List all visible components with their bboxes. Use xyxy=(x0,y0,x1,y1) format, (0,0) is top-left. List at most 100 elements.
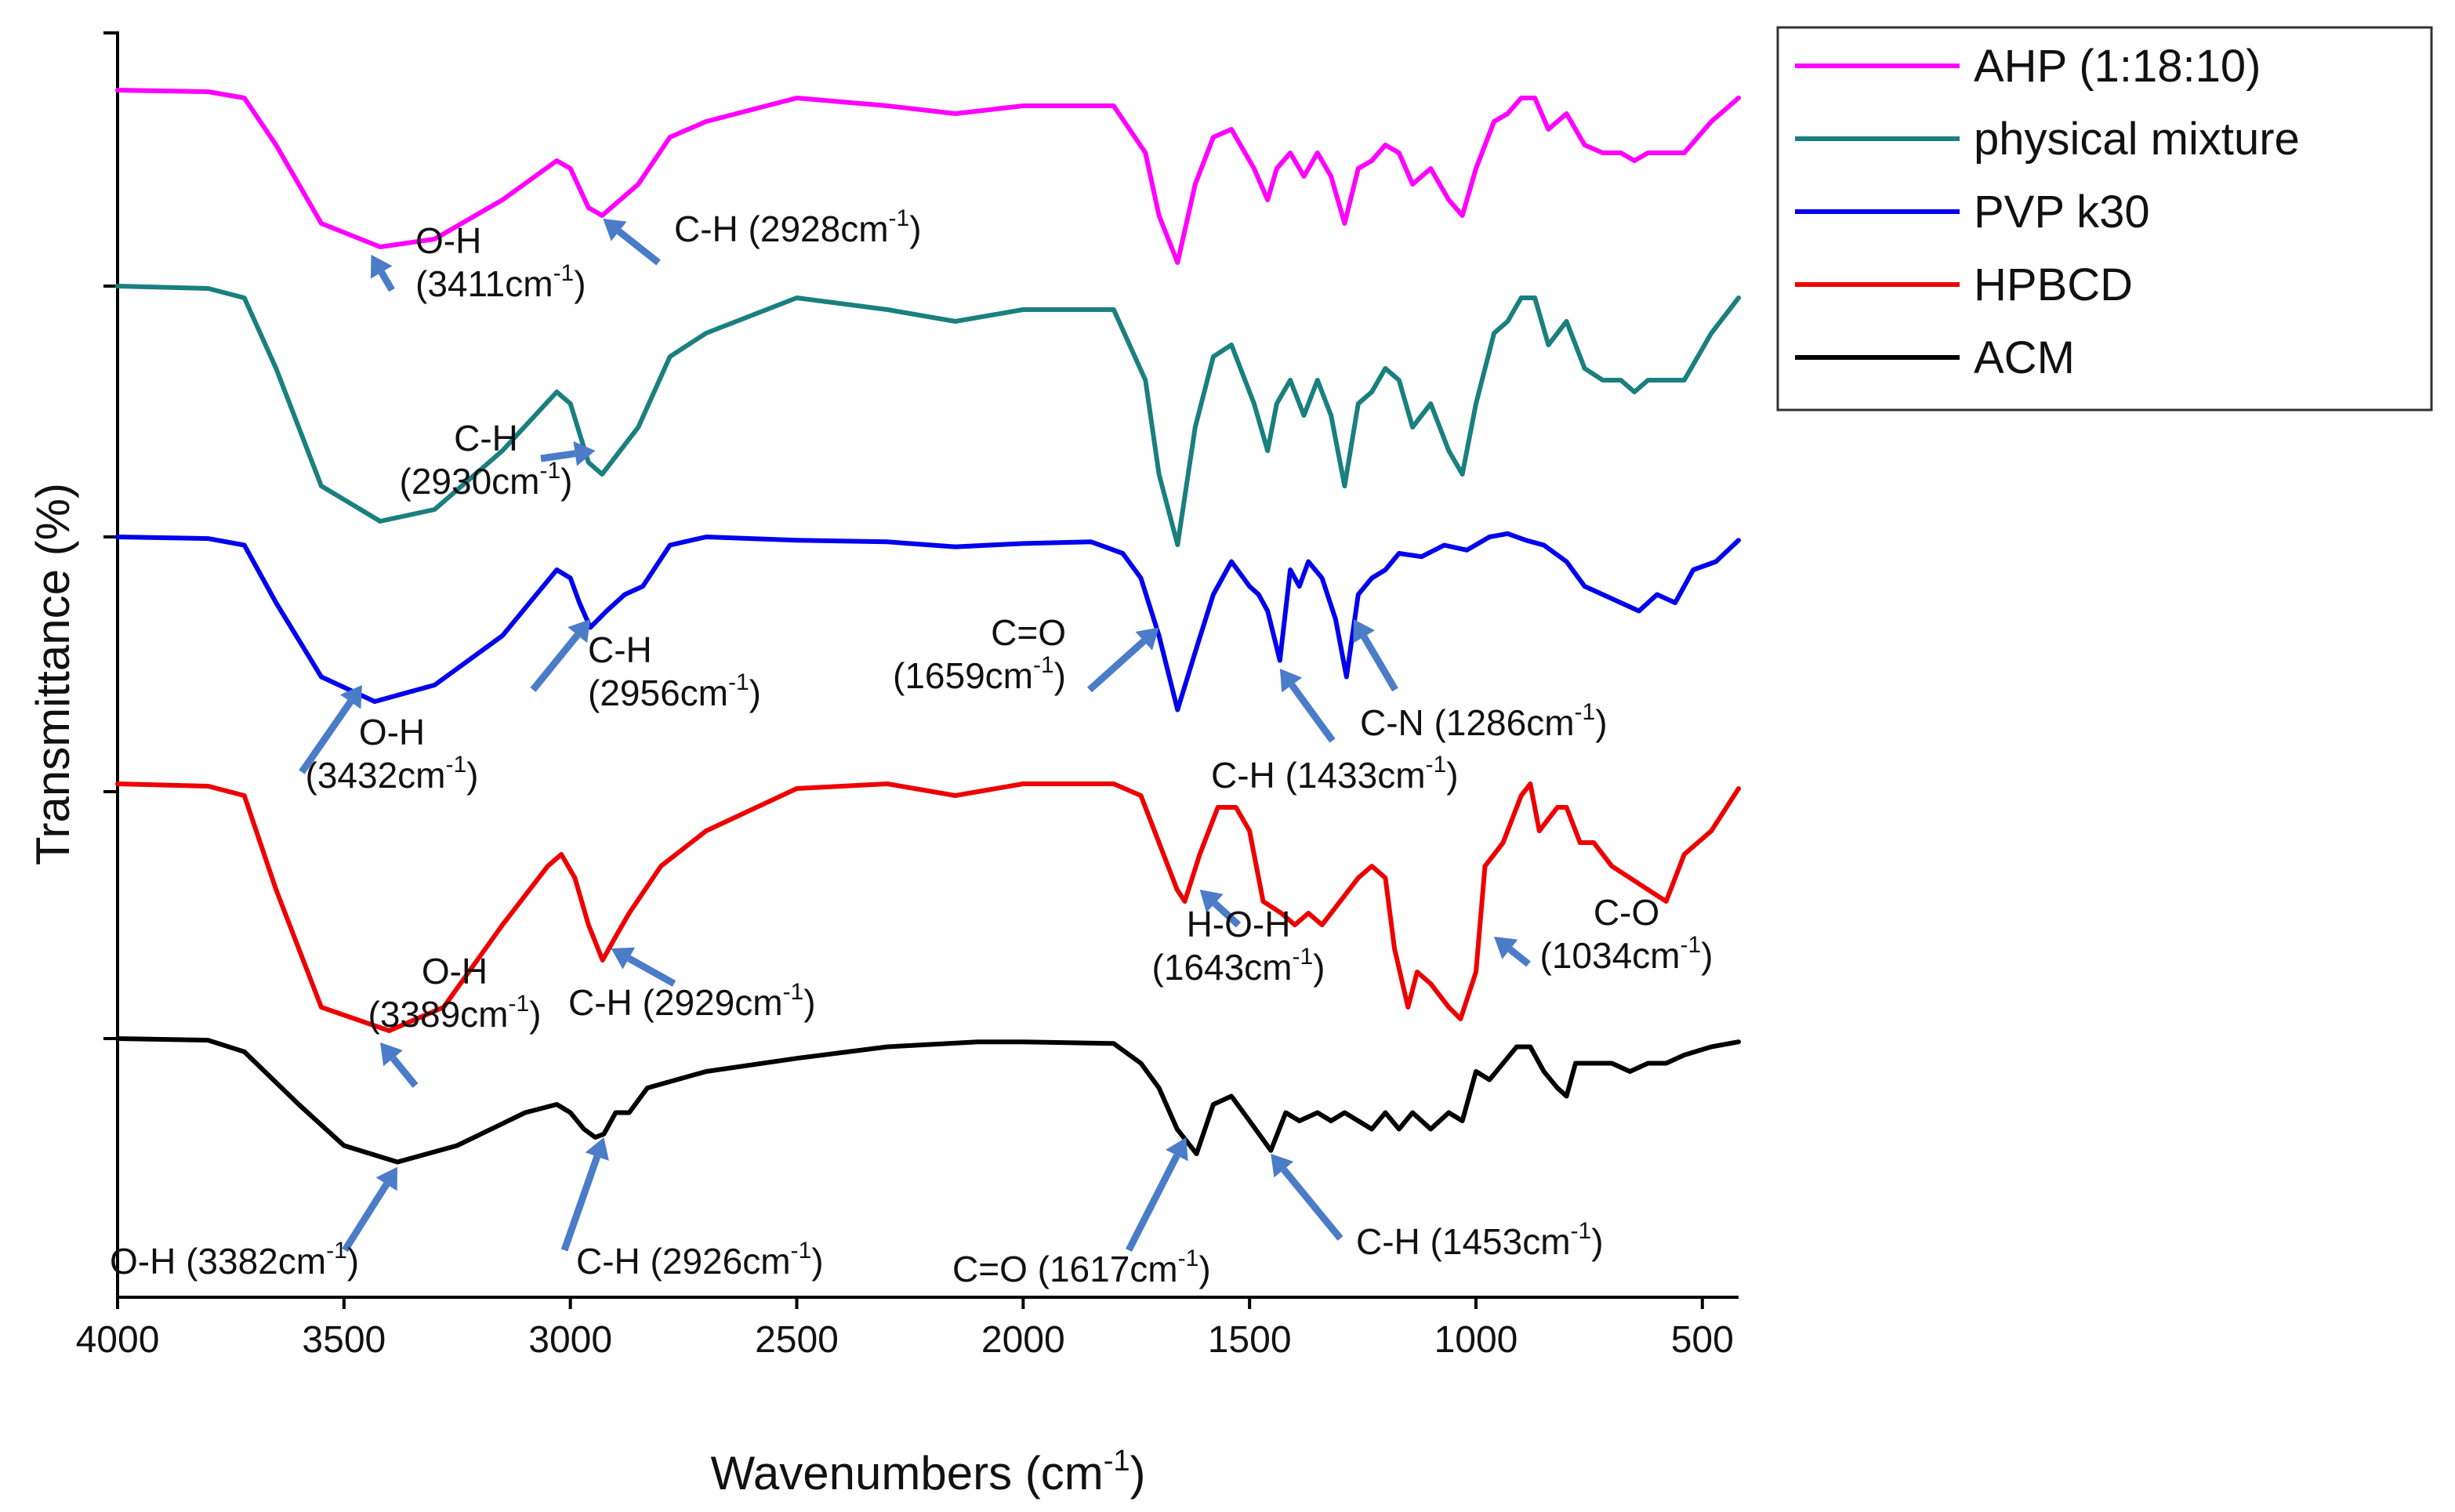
annotation-label-5: C=O xyxy=(991,612,1066,653)
annotation-13: C-H (2926cm-1) xyxy=(560,1137,824,1282)
x-axis-title-end: ) xyxy=(1130,1447,1146,1499)
x-tick-label-3000: 3000 xyxy=(528,1319,612,1361)
annotation-1: O-H(3411cm-1) xyxy=(370,220,586,304)
annotation-arrow-6 xyxy=(1289,683,1336,743)
annotation-arrow-1 xyxy=(378,270,395,292)
annotation-arrowhead-2 xyxy=(573,441,596,466)
x-tick-label-4000: 4000 xyxy=(76,1319,160,1361)
series-line-1 xyxy=(115,284,1741,547)
x-tick-label-3500: 3500 xyxy=(302,1319,386,1361)
annotation-arrowhead-10 xyxy=(1494,937,1518,959)
annotation-label-7: C-N (1286cm-1) xyxy=(1360,699,1608,743)
annotation-value-1: (3411cm-1) xyxy=(415,260,586,304)
annotation-label-2: C-H xyxy=(454,418,518,459)
annotation-arrowhead-0 xyxy=(603,219,627,241)
annotation-arrow-8 xyxy=(627,955,676,987)
annotation-4: C-H(2956cm-1) xyxy=(530,619,761,713)
annotation-arrowhead-7 xyxy=(1353,619,1375,644)
legend-label-0: AHP (1:18:10) xyxy=(1974,41,2261,92)
annotation-arrow-15 xyxy=(1281,1167,1344,1241)
annotation-arrowhead-3 xyxy=(339,685,362,709)
annotation-7: C-N (1286cm-1) xyxy=(1353,619,1608,743)
annotation-arrowhead-5 xyxy=(1135,627,1159,651)
y-axis-title: Transmittance (%) xyxy=(27,483,79,865)
annotation-label-14: C=O (1617cm-1) xyxy=(952,1245,1211,1289)
annotation-value-3: (3432cm-1) xyxy=(306,752,479,796)
annotation-arrow-13 xyxy=(560,1155,601,1252)
annotation-12: O-H (3382cm-1) xyxy=(110,1166,397,1282)
annotation-arrow-14 xyxy=(1125,1154,1180,1253)
legend-label-3: HPBCD xyxy=(1974,259,2133,310)
series-line-3 xyxy=(115,781,1741,1033)
y-ticks xyxy=(103,31,118,1040)
annotation-arrowhead-9 xyxy=(1199,890,1224,913)
annotation-arrowhead-4 xyxy=(568,619,591,644)
annotation-6: C-H (1433cm-1) xyxy=(1211,669,1459,796)
annotation-arrow-10 xyxy=(1507,946,1531,967)
legend-label-1: physical mixture xyxy=(1974,114,2300,165)
annotation-label-12: O-H (3382cm-1) xyxy=(110,1238,359,1282)
annotation-11: O-H(3389cm-1) xyxy=(368,951,542,1088)
annotation-arrow-2 xyxy=(540,450,576,462)
x-tick-label-1000: 1000 xyxy=(1434,1319,1518,1361)
annotation-8: C-H (2929cm-1) xyxy=(568,947,816,1023)
annotation-arrow-7 xyxy=(1361,635,1398,692)
annotation-arrowhead-15 xyxy=(1271,1154,1294,1178)
annotation-arrow-11 xyxy=(390,1056,419,1088)
annotation-arrow-5 xyxy=(1086,638,1147,693)
x-tick-label-2500: 2500 xyxy=(755,1319,839,1361)
annotation-label-10: C-O xyxy=(1594,892,1659,933)
annotation-label-8: C-H (2929cm-1) xyxy=(568,979,816,1023)
annotation-arrowhead-14 xyxy=(1166,1137,1188,1162)
annotation-label-11: O-H xyxy=(422,951,488,992)
annotations-group: C-H (2928cm-1)O-H(3411cm-1)C-H(2930cm-1)… xyxy=(110,205,1713,1289)
series-line-4 xyxy=(115,1036,1741,1165)
annotation-arrow-4 xyxy=(530,633,581,692)
x-ticks: 4000 3500 3000 2500 2000 1500 1000 500 xyxy=(76,1297,1734,1361)
annotation-label-1: O-H xyxy=(415,220,481,261)
annotation-5: C=O(1659cm-1) xyxy=(893,612,1159,696)
annotation-2: C-H(2930cm-1) xyxy=(400,418,596,502)
annotation-value-10: (1034cm-1) xyxy=(1540,932,1713,976)
annotation-14: C=O (1617cm-1) xyxy=(952,1137,1211,1289)
annotation-value-9: (1643cm-1) xyxy=(1152,944,1325,988)
annotation-3: O-H(3432cm-1) xyxy=(299,685,479,796)
annotation-9: H-O-H(1643cm-1) xyxy=(1152,890,1325,988)
annotation-label-4: C-H xyxy=(588,629,652,670)
annotation-value-2: (2930cm-1) xyxy=(400,458,573,502)
axes xyxy=(116,31,1739,1299)
annotation-value-11: (3389cm-1) xyxy=(368,991,542,1035)
x-tick-label-500: 500 xyxy=(1671,1319,1734,1361)
annotation-label-13: C-H (2926cm-1) xyxy=(576,1238,824,1282)
annotation-label-6: C-H (1433cm-1) xyxy=(1211,752,1459,796)
annotation-arrow-0 xyxy=(616,228,661,266)
x-axis-title: Wavenumbers (cm-1) xyxy=(711,1445,1146,1499)
annotation-arrowhead-8 xyxy=(611,947,636,970)
series-line-2 xyxy=(115,531,1741,712)
annotation-label-9: H-O-H xyxy=(1187,904,1291,945)
annotation-arrowhead-11 xyxy=(380,1042,403,1067)
annotation-10: C-O(1034cm-1) xyxy=(1494,892,1713,976)
legend-label-4: ACM xyxy=(1974,332,2075,383)
annotation-0: C-H (2928cm-1) xyxy=(603,205,922,266)
annotation-label-15: C-H (1453cm-1) xyxy=(1356,1218,1604,1262)
annotation-arrowhead-13 xyxy=(585,1137,609,1161)
annotation-label-0: C-H (2928cm-1) xyxy=(674,205,922,249)
annotation-arrow-3 xyxy=(299,699,354,774)
legend: AHP (1:18:10) physical mixture PVP k30 HPBC… xyxy=(1776,26,2433,412)
x-tick-label-2000: 2000 xyxy=(981,1319,1065,1361)
annotation-arrow-12 xyxy=(342,1182,390,1253)
x-axis-title-text: Wavenumbers (cm xyxy=(711,1447,1104,1499)
annotation-label-3: O-H xyxy=(359,712,425,752)
annotation-value-4: (2956cm-1) xyxy=(588,669,761,713)
annotation-value-5: (1659cm-1) xyxy=(893,652,1066,696)
annotation-arrowhead-1 xyxy=(370,255,393,279)
legend-box xyxy=(1776,26,2433,412)
x-tick-label-1500: 1500 xyxy=(1208,1319,1292,1361)
series-group xyxy=(115,88,1741,1165)
series-line-0 xyxy=(115,88,1741,265)
x-axis-title-sup: -1 xyxy=(1104,1445,1130,1478)
annotation-arrowhead-6 xyxy=(1279,669,1303,693)
annotation-15: C-H (1453cm-1) xyxy=(1271,1154,1604,1262)
